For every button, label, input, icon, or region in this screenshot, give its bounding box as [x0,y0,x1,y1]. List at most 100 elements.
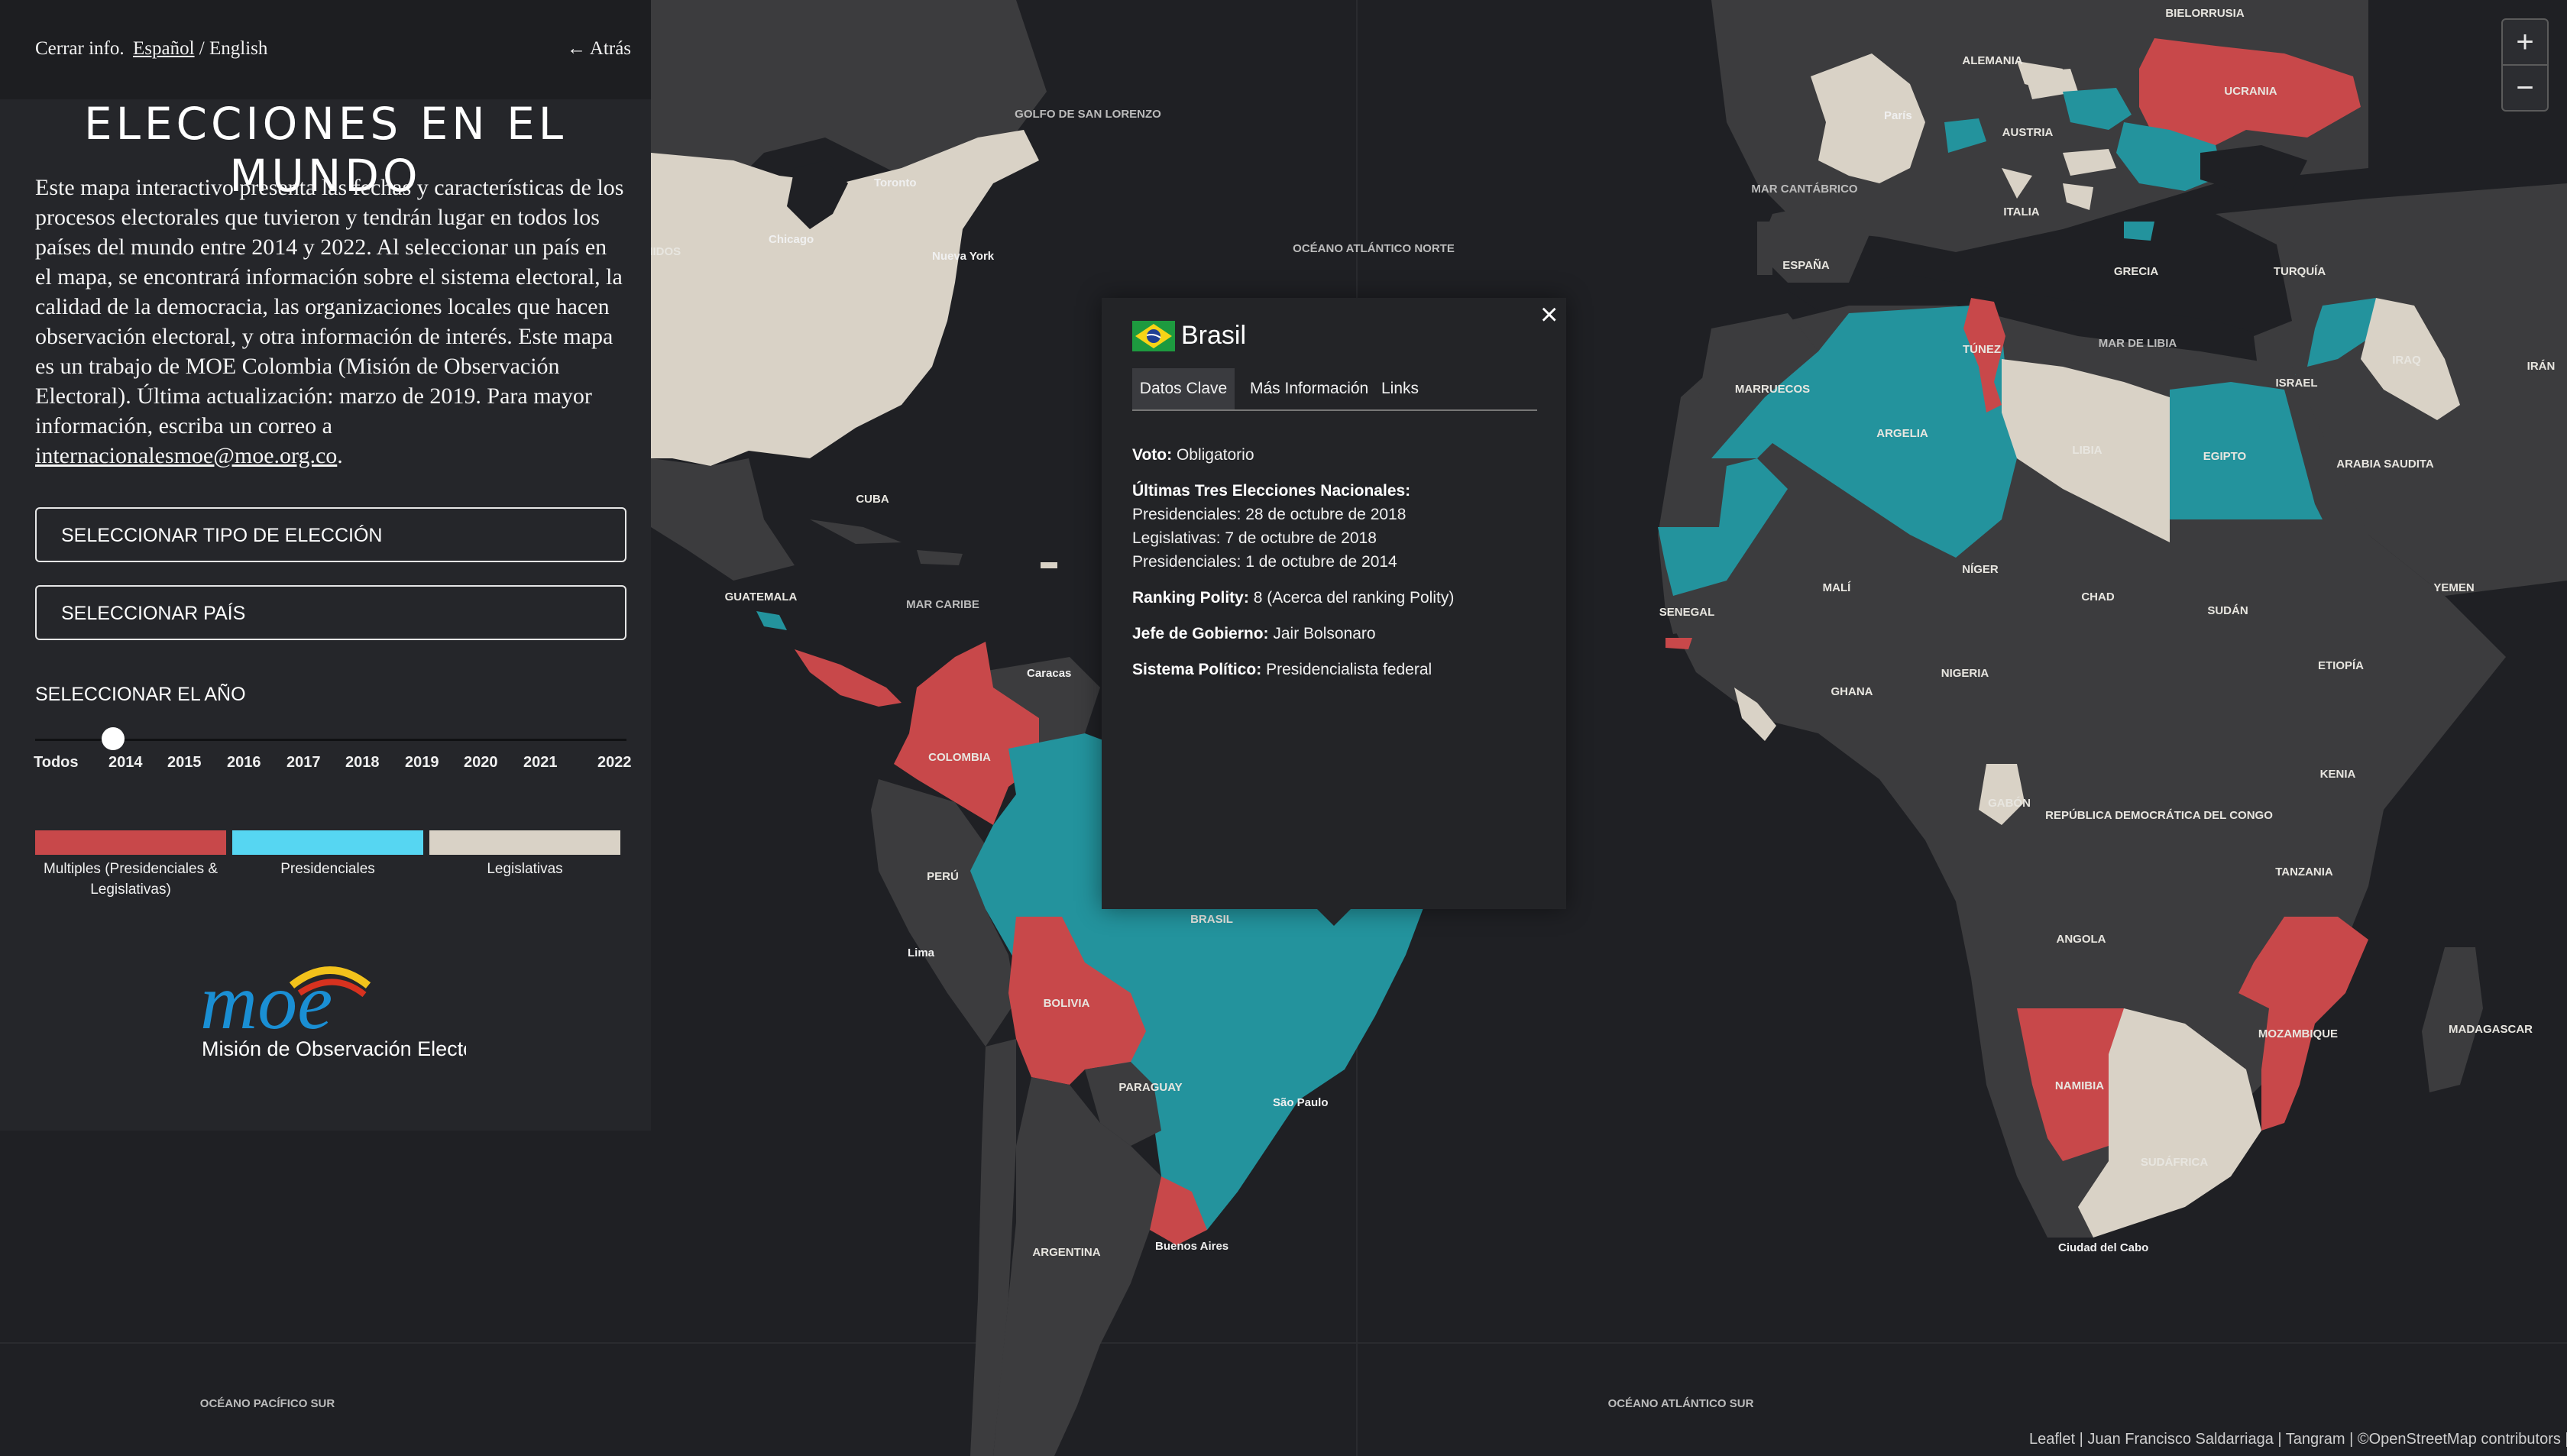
select-country-button[interactable]: SELECCIONAR PAÍS [35,585,626,640]
country-moldova-romania[interactable] [2116,122,2223,191]
svg-text:ANGOLA: ANGOLA [2057,933,2106,946]
svg-text:ALEMANIA: ALEMANIA [1962,54,2022,67]
select-election-type-button[interactable]: SELECCIONAR TIPO DE ELECCIÓN [35,507,626,562]
map-attribution[interactable]: Leaflet | Juan Francisco Saldarriaga | T… [2029,1431,2567,1448]
country-madagascar[interactable] [2422,947,2483,1092]
year-tick[interactable]: 2018 [345,754,380,771]
legend-label-legislative: Legislativas [487,861,563,877]
year-tick[interactable]: Todos [34,754,79,771]
country-algeria[interactable] [1711,306,2017,558]
country-uruguay[interactable] [1150,1176,1207,1245]
year-heading: SELECCIONAR EL AÑO [35,684,246,705]
country-portugal[interactable] [1757,222,1772,275]
year-tick[interactable]: 2022 [597,754,632,771]
country-paraguay[interactable] [1085,1062,1161,1146]
year-tick[interactable]: 2017 [286,754,321,771]
year-tick[interactable]: 2016 [227,754,261,771]
page-title: ELECCIONES EN EL MUNDO [83,98,568,202]
tab-datos-clave[interactable]: Datos Clave [1132,368,1235,409]
svg-text:OCÉANO PACÍFICO SUR: OCÉANO PACÍFICO SUR [200,1397,335,1410]
svg-text:KENIA: KENIA [2320,768,2356,781]
country-liberia-coast[interactable] [1734,688,1776,741]
svg-text:MAR DE LIBIA: MAR DE LIBIA [2099,337,2177,350]
tab-mas-informacion[interactable]: Más Información [1250,380,1369,397]
country-argentina[interactable] [993,1077,1161,1456]
country-libia[interactable] [2002,359,2170,542]
year-tick[interactable]: 2014 [108,754,143,771]
country-mozambique[interactable] [2238,917,2368,1131]
country-ecuador-peru[interactable] [871,779,1016,1047]
svg-text:GOLFO DE SAN LORENZO: GOLFO DE SAN LORENZO [1015,108,1161,121]
zoom-in-button[interactable]: + [2501,18,2549,66]
svg-text:Caracas: Caracas [1027,667,1071,680]
country-spain[interactable] [1757,199,1872,283]
zoom-out-button[interactable]: − [2501,64,2549,112]
country-norway-strip[interactable] [2017,61,2063,92]
logo-wordmark: moe [200,958,332,1046]
logo-subtitle: Misión de Observación Electoral [202,1037,466,1060]
country-morocco[interactable] [1696,313,1818,428]
country-bosnia[interactable] [2063,183,2093,210]
country-guatemala[interactable] [756,611,787,630]
back-link[interactable]: ← Atrás [567,38,632,59]
intro-body: Este mapa interactivo presenta las fecha… [35,175,624,438]
great-lakes [787,160,848,229]
country-egipto[interactable] [2170,382,2323,519]
country-hungary[interactable] [2063,149,2116,176]
label-bielorrusia: BIELORRUSIA [2165,7,2245,20]
email-link[interactable]: internacionalesmoe@moe.org.co [35,443,338,468]
svg-text:SUDÁN: SUDÁN [2207,604,2248,617]
vote-row: Voto: Obligatorio [1132,443,1545,467]
year-slider-thumb[interactable] [102,727,125,750]
country-mexico[interactable] [651,458,795,581]
svg-text:ARGELIA: ARGELIA [1876,427,1928,440]
country-poland[interactable] [2063,88,2132,130]
svg-text:TÚNEZ: TÚNEZ [1963,342,2001,356]
country-colombia[interactable] [894,642,1039,825]
lang-es-link[interactable]: Español [133,38,195,59]
year-tick[interactable]: 2019 [405,754,439,771]
country-bolivia[interactable] [1008,917,1146,1085]
country-guinea-bissau[interactable] [1665,638,1692,649]
legend-label-multiple: Multiples (Presidenciales & Legislativas… [43,861,219,898]
svg-text:UCRANIA: UCRANIA [2224,85,2277,98]
year-slider-track[interactable] [35,739,626,741]
close-info-link[interactable]: Cerrar info. [35,38,125,59]
country-france[interactable] [1811,53,1925,183]
country-chile[interactable] [970,1039,1016,1456]
country-switzerland[interactable] [1944,118,1986,153]
country-namibia[interactable] [2017,1008,2124,1161]
country-hispaniola[interactable] [917,550,963,565]
country-western-sahara[interactable] [1658,458,1788,596]
country-tunez[interactable] [1963,298,2005,413]
country-bulgaria[interactable] [2124,222,2154,241]
svg-text:CHAD: CHAD [2081,590,2114,603]
svg-text:ARGENTINA: ARGENTINA [1032,1246,1100,1259]
country-usa[interactable] [651,130,1039,466]
svg-text:París: París [1884,109,1912,122]
year-tick[interactable]: 2021 [523,754,558,771]
country-cuba[interactable] [810,519,902,544]
country-syria[interactable] [2307,298,2384,367]
country-gabon[interactable] [1979,764,2025,825]
country-iraq[interactable] [2361,298,2460,420]
year-tick[interactable]: 2020 [464,754,498,771]
close-popup-button[interactable]: × [1540,298,1559,332]
country-central-america[interactable] [795,649,902,707]
country-iberia-east[interactable] [2002,168,2032,199]
lang-en-link[interactable]: English [209,38,268,59]
country-senegal[interactable] [1665,596,1719,634]
svg-text:ARABIA SAUDITA: ARABIA SAUDITA [2336,458,2434,471]
black-sea [2200,145,2307,191]
svg-text:YEMEN: YEMEN [2433,581,2474,594]
country-botswana-south-africa[interactable] [2078,1008,2261,1238]
year-tick[interactable]: 2015 [167,754,202,771]
country-canada[interactable] [651,0,1047,199]
polity-value[interactable]: 8 (Acerca del ranking Polity) [1253,589,1455,607]
language-switcher: Español / English [133,38,267,60]
country-puerto-rico[interactable] [1041,562,1057,568]
tab-links[interactable]: Links [1381,380,1419,397]
country-ucrania[interactable] [2139,38,2361,153]
svg-text:OCÉANO ATLÁNTICO NORTE: OCÉANO ATLÁNTICO NORTE [1293,242,1455,255]
government-value: Jair Bolsonaro [1273,625,1376,642]
